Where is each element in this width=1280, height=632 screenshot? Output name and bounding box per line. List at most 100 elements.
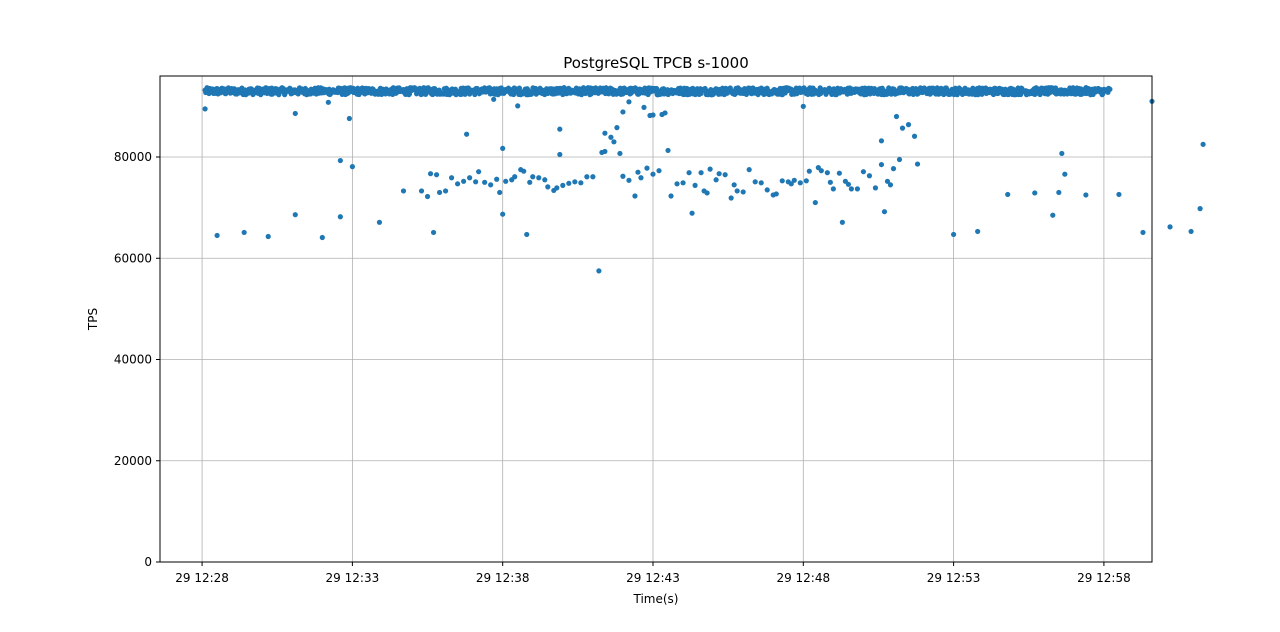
- data-point: [536, 175, 542, 181]
- grid: [160, 76, 1152, 563]
- x-axis-ticks: 29 12:28 29 12:33 29 12:38 29 12:43 29 12:48…: [175, 562, 1131, 585]
- data-point: [602, 148, 608, 155]
- data-point: [494, 176, 500, 182]
- data-point: [424, 193, 431, 200]
- data-point: [1056, 189, 1062, 196]
- data-point: [1032, 190, 1038, 196]
- data-point: [418, 188, 425, 194]
- data-point: [521, 168, 527, 174]
- data-point: [797, 180, 803, 186]
- data-point: [1188, 228, 1194, 235]
- data-point: [560, 182, 566, 188]
- data-point: [455, 181, 461, 187]
- data-point: [430, 229, 437, 236]
- x-tick-label: 29 12:28: [175, 571, 229, 585]
- chart-title: PostgreSQL TPCB s-1000: [563, 54, 749, 72]
- data-point: [632, 193, 638, 199]
- data-point: [866, 173, 873, 179]
- data-point: [626, 177, 632, 183]
- data-point: [473, 179, 479, 185]
- data-point: [325, 99, 331, 105]
- data-point: [854, 186, 861, 192]
- data-point: [1062, 171, 1068, 177]
- data-point: [545, 184, 551, 190]
- y-tick-label: 80000: [114, 150, 152, 164]
- data-point: [578, 180, 584, 186]
- data-point: [554, 185, 560, 191]
- data-point: [839, 219, 845, 225]
- data-point: [557, 126, 563, 132]
- data-point: [899, 125, 906, 131]
- data-point: [467, 175, 473, 181]
- data-point: [728, 195, 734, 201]
- data-point: [812, 199, 818, 206]
- data-point: [905, 122, 912, 128]
- data-point: [848, 186, 854, 192]
- data-point: [400, 188, 407, 194]
- data-point: [442, 188, 449, 194]
- data-point: [590, 174, 596, 180]
- data-point: [890, 166, 897, 172]
- data-point: [773, 191, 779, 197]
- data-point: [698, 170, 704, 176]
- data-points: [202, 85, 1206, 274]
- data-point: [638, 175, 644, 181]
- data-point: [337, 214, 343, 220]
- data-point: [878, 138, 885, 144]
- data-point: [620, 173, 626, 179]
- data-point: [656, 168, 662, 174]
- data-point: [893, 113, 900, 120]
- data-point: [665, 147, 671, 154]
- x-tick-label: 29 12:38: [476, 571, 530, 585]
- data-point: [292, 212, 298, 218]
- x-tick-label: 29 12:33: [326, 571, 380, 585]
- data-point: [951, 231, 957, 238]
- data-point: [650, 112, 656, 118]
- data-point: [1050, 212, 1056, 218]
- plot-area: [160, 76, 1152, 562]
- data-point: [884, 178, 891, 184]
- data-point: [1116, 191, 1122, 198]
- data-point: [686, 170, 692, 176]
- data-point: [557, 151, 563, 158]
- data-point: [1107, 86, 1113, 92]
- data-point: [764, 187, 770, 193]
- data-point: [292, 110, 298, 117]
- data-point: [482, 179, 488, 185]
- y-axis-label: TPS: [86, 308, 100, 331]
- data-point: [830, 186, 836, 192]
- data-point: [620, 109, 626, 115]
- data-point: [265, 233, 271, 240]
- data-point: [845, 181, 851, 187]
- data-point: [662, 110, 668, 116]
- x-axis-label: Time(s): [633, 592, 679, 606]
- data-point: [516, 85, 523, 91]
- data-point: [500, 145, 506, 151]
- data-point: [836, 170, 842, 176]
- plot-frame: [159, 75, 1153, 563]
- data-point: [337, 157, 343, 164]
- y-axis-ticks: 0 20000 40000 60000 80000: [114, 150, 160, 569]
- data-point: [911, 133, 918, 139]
- data-point: [824, 170, 830, 176]
- data-point: [722, 172, 728, 178]
- data-point: [752, 179, 758, 185]
- y-tick-label: 40000: [114, 353, 152, 367]
- data-point: [464, 131, 470, 137]
- data-point: [914, 161, 921, 167]
- data-point: [713, 177, 719, 183]
- data-point: [707, 166, 713, 172]
- data-point: [887, 182, 894, 188]
- data-point: [1005, 191, 1011, 198]
- data-point: [1200, 141, 1206, 147]
- data-point: [650, 171, 656, 177]
- data-point: [515, 103, 521, 109]
- x-tick-label: 29 12:58: [1077, 571, 1131, 585]
- data-point: [1197, 206, 1203, 212]
- data-point: [503, 178, 509, 184]
- data-point: [491, 96, 497, 102]
- data-point: [872, 185, 879, 191]
- data-point: [448, 175, 455, 181]
- data-point: [803, 178, 809, 184]
